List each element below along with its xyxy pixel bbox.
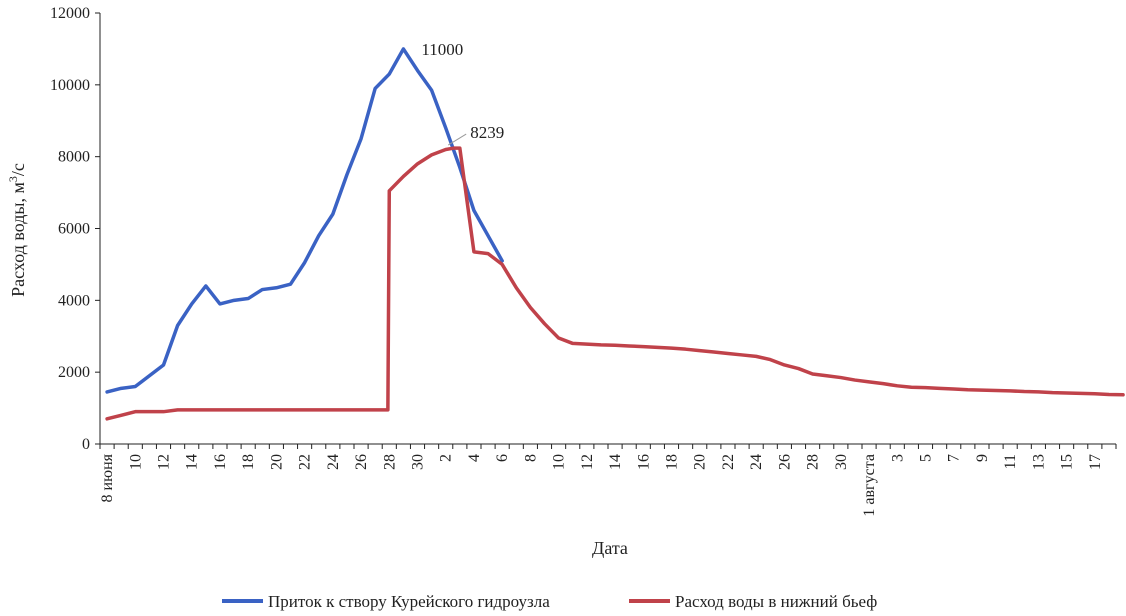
x-tick-label: 28 — [381, 454, 398, 470]
x-tick-label: 30 — [410, 454, 427, 470]
y-axis-title-tail: /с — [8, 163, 28, 176]
legend-label-inflow: Приток к створу Курейского гидроузла — [268, 592, 550, 611]
x-tick-label: 16 — [212, 454, 229, 470]
x-tick-label: 20 — [268, 454, 285, 470]
annotation-layer: 11000 8239 — [421, 40, 504, 146]
y-tick-label: 2000 — [58, 364, 90, 381]
x-axis: 8 июня 10 12 14 16 18 20 22 24 26 28 30 2 4 6 8 10 12 14 16… — [99, 443, 1117, 517]
x-axis-title: Дата — [592, 538, 628, 558]
x-tick-label: 30 — [833, 454, 850, 470]
annotation-peak-outflow: 8239 — [470, 123, 504, 142]
x-tick-label: 22 — [297, 454, 314, 470]
x-tick-label: 1 августа — [861, 454, 878, 517]
x-tick-label: 4 — [466, 454, 483, 462]
x-tick-label: 26 — [776, 454, 793, 470]
x-tick-label: 12 — [156, 454, 173, 470]
y-tick-label: 10000 — [50, 77, 90, 94]
x-tick-label: 3 — [889, 454, 906, 462]
x-tick-label: 6 — [494, 454, 511, 462]
x-tick-label: 24 — [748, 454, 765, 470]
y-tick-label: 0 — [82, 436, 90, 453]
x-tick-label: 18 — [664, 454, 681, 470]
x-tick-label: 10 — [127, 454, 144, 470]
x-tick-label: 10 — [551, 454, 568, 470]
x-tick-label: 24 — [325, 454, 342, 470]
legend-label-outflow: Расход воды в нижний бьеф — [675, 592, 877, 611]
x-tick-label: 18 — [240, 454, 257, 470]
y-tick-label: 8000 — [58, 149, 90, 166]
y-axis: 0 2000 4000 6000 8000 10000 12000 — [50, 5, 101, 453]
series-line-outflow — [105, 146, 1125, 421]
x-tick-label: 14 — [607, 454, 624, 470]
y-tick-label: 6000 — [58, 221, 90, 238]
y-tick-label: 4000 — [58, 292, 90, 309]
x-tick-label: 28 — [805, 454, 822, 470]
x-tick-label: 22 — [720, 454, 737, 470]
x-tick-label: 8 — [522, 454, 539, 462]
legend: Приток к створу Курейского гидроузла Рас… — [222, 592, 877, 611]
x-tick-label: 17 — [1087, 454, 1104, 470]
x-tick-label: 15 — [1059, 454, 1076, 470]
x-tick-label: 14 — [184, 454, 201, 470]
x-tick-label: 9 — [974, 454, 991, 462]
annotation-peak-inflow: 11000 — [421, 40, 463, 59]
x-tick-label: 5 — [918, 454, 935, 462]
x-tick-label: 12 — [579, 454, 596, 470]
y-axis-title-sup: 3 — [6, 176, 20, 182]
x-tick-label: 7 — [946, 454, 963, 462]
x-tick-label: 26 — [353, 454, 370, 470]
y-tick-label: 12000 — [50, 5, 90, 22]
y-axis-title-base: Расход воды, м — [8, 182, 28, 297]
series-layer — [105, 47, 1125, 421]
y-axis-title: Расход воды, м3/с — [6, 163, 28, 297]
x-tick-label: 8 июня — [99, 453, 116, 502]
annotation-leader-line — [447, 133, 467, 146]
x-tick-label: 16 — [635, 454, 652, 470]
series-line-inflow — [105, 47, 504, 394]
x-tick-label: 13 — [1030, 454, 1047, 470]
x-tick-label: 11 — [1002, 454, 1019, 469]
x-tick-label: 2 — [438, 454, 455, 462]
x-tick-label: 20 — [692, 454, 709, 470]
